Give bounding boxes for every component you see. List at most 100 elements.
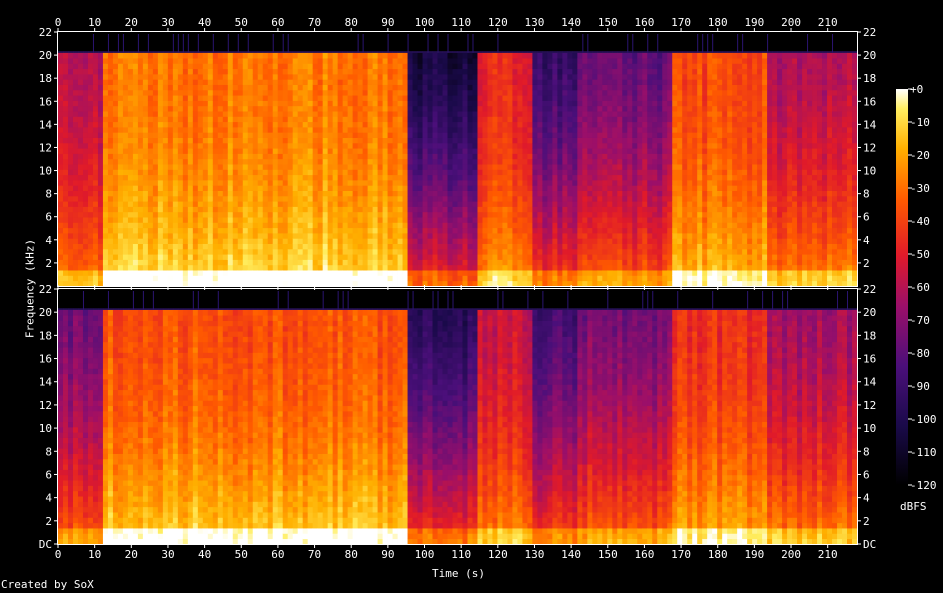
x-tick-label: 170 <box>671 16 691 29</box>
y-tick-label: 2 <box>45 257 52 270</box>
x-tick-label: 170 <box>671 548 691 561</box>
y-tick-label: 22 <box>39 283 52 296</box>
y-tick-label: DC <box>39 538 52 551</box>
x-tick-label: 30 <box>161 16 174 29</box>
y-tick-label: 18 <box>863 72 876 85</box>
y-tick-label: 16 <box>863 95 876 108</box>
y-tick-label: 6 <box>45 468 52 481</box>
x-axis-label: Time (s) <box>432 567 485 580</box>
colorbar-tick-label: -30 <box>910 182 930 195</box>
x-tick-label: 90 <box>381 16 394 29</box>
y-tick-label: 22 <box>863 283 876 296</box>
y-tick-label: 12 <box>863 141 876 154</box>
x-tick-label: 180 <box>708 548 728 561</box>
colorbar-tick-label: +0 <box>910 83 923 96</box>
y-tick-label: 10 <box>39 422 52 435</box>
x-tick-label: 160 <box>634 548 654 561</box>
y-tick-label: 16 <box>863 353 876 366</box>
colorbar-tick-label: -100 <box>910 413 937 426</box>
footer-credit: Created by SoX <box>1 578 94 591</box>
x-tick-label: 0 <box>55 548 62 561</box>
plot-frame <box>57 31 858 287</box>
y-tick-label: 14 <box>863 376 877 389</box>
y-tick-label: 12 <box>863 399 876 412</box>
colorbar-tick-label: -120 <box>910 479 937 492</box>
x-tick-label: 160 <box>634 16 654 29</box>
x-tick-label: 80 <box>345 16 358 29</box>
y-tick-label: 14 <box>863 118 877 131</box>
x-tick-label: 120 <box>488 548 508 561</box>
x-tick-label: 90 <box>381 548 394 561</box>
y-tick-label: 14 <box>39 118 53 131</box>
x-tick-label: 100 <box>415 16 435 29</box>
y-tick-label: 12 <box>39 399 52 412</box>
x-tick-label: 50 <box>235 16 248 29</box>
x-tick-label: 10 <box>88 16 101 29</box>
x-tick-label: 190 <box>744 16 764 29</box>
y-tick-label: 20 <box>863 49 876 62</box>
x-tick-label: 140 <box>561 16 581 29</box>
colorbar-tick-label: -70 <box>910 314 930 327</box>
x-tick-label: 150 <box>598 16 618 29</box>
y-tick-label: 16 <box>39 95 52 108</box>
y-tick-label: 6 <box>863 468 870 481</box>
y-tick-label: DC <box>863 538 876 551</box>
x-tick-label: 70 <box>308 16 321 29</box>
colorbar-tick-label: -80 <box>910 347 930 360</box>
spectrogram-lower <box>58 289 858 545</box>
y-tick-label: 12 <box>39 141 52 154</box>
x-tick-label: 30 <box>161 548 174 561</box>
y-tick-label: 8 <box>863 445 870 458</box>
x-tick-label: 60 <box>271 16 284 29</box>
y-tick-label: 16 <box>39 353 52 366</box>
x-tick-label: 40 <box>198 16 211 29</box>
colorbar-tick-label: -20 <box>910 149 930 162</box>
x-tick-label: 0 <box>55 16 62 29</box>
y-tick-label: 4 <box>863 234 870 247</box>
y-tick-label: 22 <box>39 26 52 39</box>
x-tick-label: 110 <box>451 548 471 561</box>
y-tick-label: 18 <box>39 72 52 85</box>
colorbar <box>896 89 908 485</box>
y-tick-label: 2 <box>863 257 870 270</box>
x-tick-label: 200 <box>781 548 801 561</box>
colorbar-tick-label: -60 <box>910 281 930 294</box>
y-tick-label: 8 <box>863 188 870 201</box>
x-tick-label: 80 <box>345 548 358 561</box>
x-tick-label: 10 <box>88 548 101 561</box>
colorbar-tick-label: -50 <box>910 248 930 261</box>
plot-frame <box>57 288 858 545</box>
x-tick-label: 60 <box>271 548 284 561</box>
y-tick-label: 20 <box>39 306 52 319</box>
y-axis-label: Frequency (kHz) <box>23 238 37 339</box>
x-tick-label: 190 <box>744 548 764 561</box>
y-tick-label: 8 <box>45 445 52 458</box>
y-tick-label: 22 <box>863 26 876 39</box>
y-tick-label: 18 <box>863 329 876 342</box>
x-tick-label: 200 <box>781 16 801 29</box>
x-tick-label: 150 <box>598 548 618 561</box>
y-tick-label: 10 <box>863 422 876 435</box>
x-tick-label: 140 <box>561 548 581 561</box>
y-tick-label: 4 <box>863 492 870 505</box>
spectrogram-upper <box>58 32 858 287</box>
x-tick-label: 70 <box>308 548 321 561</box>
x-tick-label: 20 <box>125 16 138 29</box>
x-tick-label: 130 <box>525 548 545 561</box>
y-tick-label: 10 <box>39 165 52 178</box>
y-tick-label: 20 <box>863 306 876 319</box>
y-tick-label: 6 <box>45 211 52 224</box>
y-tick-label: 4 <box>45 234 52 247</box>
x-tick-label: 130 <box>525 16 545 29</box>
colorbar-unit-label: dBFS <box>900 500 927 513</box>
y-tick-label: 6 <box>863 211 870 224</box>
y-tick-label: 18 <box>39 329 52 342</box>
y-tick-label: 10 <box>863 165 876 178</box>
y-tick-label: 8 <box>45 188 52 201</box>
x-tick-label: 40 <box>198 548 211 561</box>
y-tick-label: 2 <box>45 515 52 528</box>
x-tick-label: 180 <box>708 16 728 29</box>
x-tick-label: 20 <box>125 548 138 561</box>
x-tick-label: 210 <box>818 16 838 29</box>
